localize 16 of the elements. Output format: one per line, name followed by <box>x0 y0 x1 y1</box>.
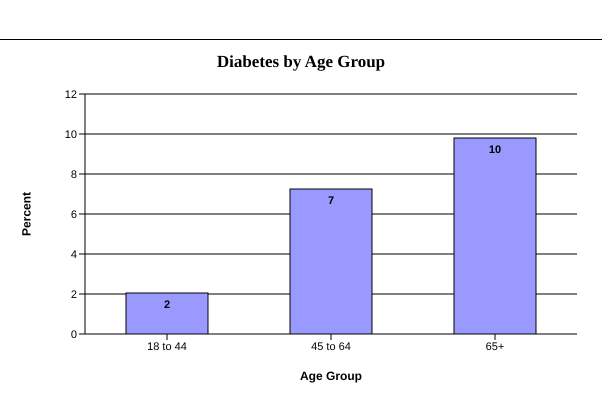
data-label: 2 <box>164 299 170 311</box>
y-tick-label: 12 <box>64 88 77 101</box>
x-tick-label: 45 to 64 <box>311 340 351 353</box>
y-tick-label: 10 <box>64 128 77 141</box>
y-tick-label: 8 <box>70 168 77 181</box>
y-tick-label: 0 <box>70 328 77 341</box>
y-axis-title: Percent <box>19 192 34 236</box>
data-label: 10 <box>488 144 502 156</box>
y-tick-label: 4 <box>70 248 77 261</box>
chart-title: Diabetes by Age Group <box>216 52 386 72</box>
data-label: 7 <box>328 195 334 207</box>
y-tick-label: 2 <box>70 288 77 301</box>
x-tick-label: 65+ <box>486 340 504 353</box>
x-axis-title: Age Group <box>300 369 362 383</box>
y-tick-label: 6 <box>70 208 77 221</box>
x-tick-label: 18 to 44 <box>147 340 187 353</box>
